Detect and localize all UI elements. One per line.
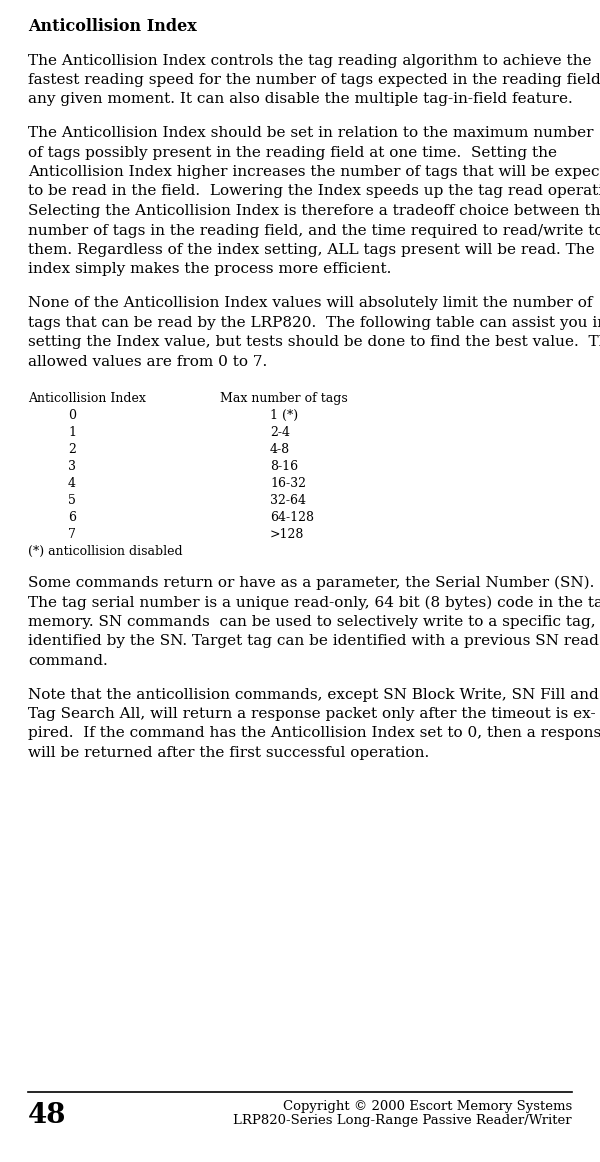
Text: Max number of tags: Max number of tags bbox=[220, 392, 348, 406]
Text: memory. SN commands  can be used to selectively write to a specific tag,: memory. SN commands can be used to selec… bbox=[28, 615, 596, 629]
Text: Copyright © 2000 Escort Memory Systems: Copyright © 2000 Escort Memory Systems bbox=[283, 1100, 572, 1113]
Text: (*) anticollision disabled: (*) anticollision disabled bbox=[28, 545, 182, 558]
Text: The tag serial number is a unique read-only, 64 bit (8 bytes) code in the tag: The tag serial number is a unique read-o… bbox=[28, 595, 600, 610]
Text: 1 (*): 1 (*) bbox=[270, 409, 298, 422]
Text: 64-128: 64-128 bbox=[270, 511, 314, 524]
Text: fastest reading speed for the number of tags expected in the reading field at: fastest reading speed for the number of … bbox=[28, 73, 600, 87]
Text: Anticollision Index higher increases the number of tags that will be expected: Anticollision Index higher increases the… bbox=[28, 165, 600, 179]
Text: 32-64: 32-64 bbox=[270, 494, 306, 507]
Text: >128: >128 bbox=[270, 528, 304, 541]
Text: allowed values are from 0 to 7.: allowed values are from 0 to 7. bbox=[28, 354, 267, 368]
Text: The Anticollision Index should be set in relation to the maximum number: The Anticollision Index should be set in… bbox=[28, 125, 593, 139]
Text: None of the Anticollision Index values will absolutely limit the number of: None of the Anticollision Index values w… bbox=[28, 296, 593, 310]
Text: 4-8: 4-8 bbox=[270, 443, 290, 456]
Text: 1: 1 bbox=[68, 426, 76, 439]
Text: 3: 3 bbox=[68, 460, 76, 473]
Text: Some commands return or have as a parameter, the Serial Number (SN).: Some commands return or have as a parame… bbox=[28, 576, 595, 590]
Text: will be returned after the first successful operation.: will be returned after the first success… bbox=[28, 746, 429, 760]
Text: 16-32: 16-32 bbox=[270, 476, 306, 490]
Text: Anticollision Index: Anticollision Index bbox=[28, 392, 146, 406]
Text: Anticollision Index: Anticollision Index bbox=[28, 17, 197, 35]
Text: tags that can be read by the LRP820.  The following table can assist you in: tags that can be read by the LRP820. The… bbox=[28, 316, 600, 330]
Text: command.: command. bbox=[28, 654, 108, 668]
Text: 2-4: 2-4 bbox=[270, 426, 290, 439]
Text: 4: 4 bbox=[68, 476, 76, 490]
Text: LRP820-Series Long-Range Passive Reader/Writer: LRP820-Series Long-Range Passive Reader/… bbox=[233, 1114, 572, 1127]
Text: setting the Index value, but tests should be done to find the best value.  The: setting the Index value, but tests shoul… bbox=[28, 335, 600, 349]
Text: of tags possibly present in the reading field at one time.  Setting the: of tags possibly present in the reading … bbox=[28, 145, 557, 159]
Text: 5: 5 bbox=[68, 494, 76, 507]
Text: identified by the SN. Target tag can be identified with a previous SN read: identified by the SN. Target tag can be … bbox=[28, 634, 599, 648]
Text: 48: 48 bbox=[28, 1102, 67, 1129]
Text: Note that the anticollision commands, except SN Block Write, SN Fill and: Note that the anticollision commands, ex… bbox=[28, 688, 599, 702]
Text: The Anticollision Index controls the tag reading algorithm to achieve the: The Anticollision Index controls the tag… bbox=[28, 53, 592, 67]
Text: 7: 7 bbox=[68, 528, 76, 541]
Text: 0: 0 bbox=[68, 409, 76, 422]
Text: 6: 6 bbox=[68, 511, 76, 524]
Text: index simply makes the process more efficient.: index simply makes the process more effi… bbox=[28, 263, 391, 277]
Text: to be read in the field.  Lowering the Index speeds up the tag read operation.: to be read in the field. Lowering the In… bbox=[28, 185, 600, 199]
Text: Tag Search All, will return a response packet only after the timeout is ex-: Tag Search All, will return a response p… bbox=[28, 706, 596, 720]
Text: 2: 2 bbox=[68, 443, 76, 456]
Text: pired.  If the command has the Anticollision Index set to 0, then a response: pired. If the command has the Anticollis… bbox=[28, 726, 600, 740]
Text: Selecting the Anticollision Index is therefore a tradeoff choice between the: Selecting the Anticollision Index is the… bbox=[28, 205, 600, 218]
Text: any given moment. It can also disable the multiple tag-in-field feature.: any given moment. It can also disable th… bbox=[28, 93, 573, 107]
Text: 8-16: 8-16 bbox=[270, 460, 298, 473]
Text: number of tags in the reading field, and the time required to read/write to: number of tags in the reading field, and… bbox=[28, 223, 600, 237]
Text: them. Regardless of the index setting, ALL tags present will be read. The: them. Regardless of the index setting, A… bbox=[28, 243, 595, 257]
